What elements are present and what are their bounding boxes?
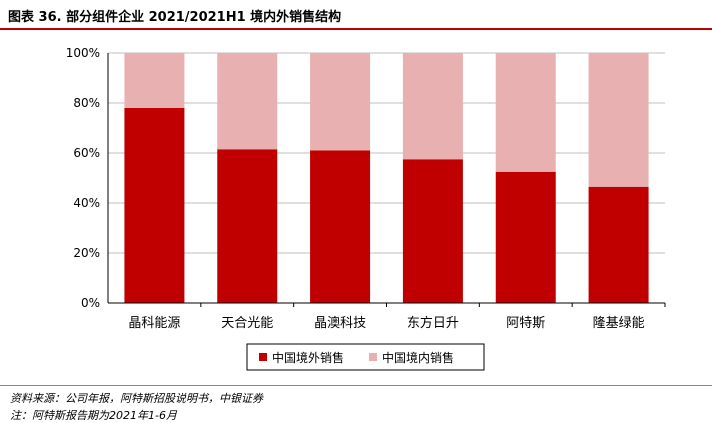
legend-label: 中国境外销售 <box>272 350 344 365</box>
bar-segment-overseas <box>402 159 463 303</box>
source-divider <box>0 385 712 386</box>
chart-title: 图表 36. 部分组件企业 2021/2021H1 境内外销售结构 <box>8 10 342 25</box>
bar-segment-domestic <box>217 53 278 150</box>
footnote: 注：阿特斯报告期为2021年1-6月 <box>10 409 177 422</box>
bar-segment-domestic <box>588 53 649 187</box>
x-tick-label: 阿特斯 <box>506 316 545 331</box>
grid-layer <box>108 52 665 254</box>
x-tick-label: 晶科能源 <box>128 316 180 331</box>
y-tick-label: 0% <box>81 296 100 310</box>
legend-swatch <box>369 353 377 361</box>
y-tick-label: 100% <box>66 46 100 60</box>
x-tick-label: 隆基绿能 <box>593 316 645 331</box>
legend-box <box>246 343 485 371</box>
y-tick-label: 40% <box>73 196 100 210</box>
legend: 中国境外销售 中国境内销售 <box>246 343 485 371</box>
bar-segment-domestic <box>124 53 185 108</box>
legend-swatch <box>259 353 267 361</box>
y-tick-label: 60% <box>73 146 100 160</box>
bar-segment-overseas <box>124 108 185 303</box>
bar-segment-overseas <box>588 186 649 303</box>
bar-segment-overseas <box>495 171 556 303</box>
x-tick-label: 晶澳科技 <box>314 315 366 331</box>
bar-layer <box>124 53 649 303</box>
legend-label: 中国境内销售 <box>382 350 454 365</box>
axis-layer: 0% 20% 40% 60% 80% 100% 晶科能源 天合光能 晶澳科技 东方日升 阿特斯 隆基绿… <box>66 46 666 331</box>
y-tick-label: 20% <box>73 246 100 260</box>
bar-segment-overseas <box>217 149 278 303</box>
bar-segment-domestic <box>495 53 556 172</box>
y-tick-label: 80% <box>73 96 100 110</box>
bar-segment-overseas <box>310 150 371 303</box>
stacked-bar-chart: 0% 20% 40% 60% 80% 100% 晶科能源 天合光能 晶澳科技 东方日升 阿特斯 隆基绿… <box>66 46 666 371</box>
x-tick-label: 天合光能 <box>221 316 273 331</box>
bar-segment-domestic <box>402 53 463 160</box>
title-divider <box>0 28 712 30</box>
bar-segment-domestic <box>310 53 371 151</box>
x-tick-label: 东方日升 <box>407 315 459 331</box>
source-note: 资料来源：公司年报，阿特斯招股说明书，中银证券 <box>10 392 263 405</box>
